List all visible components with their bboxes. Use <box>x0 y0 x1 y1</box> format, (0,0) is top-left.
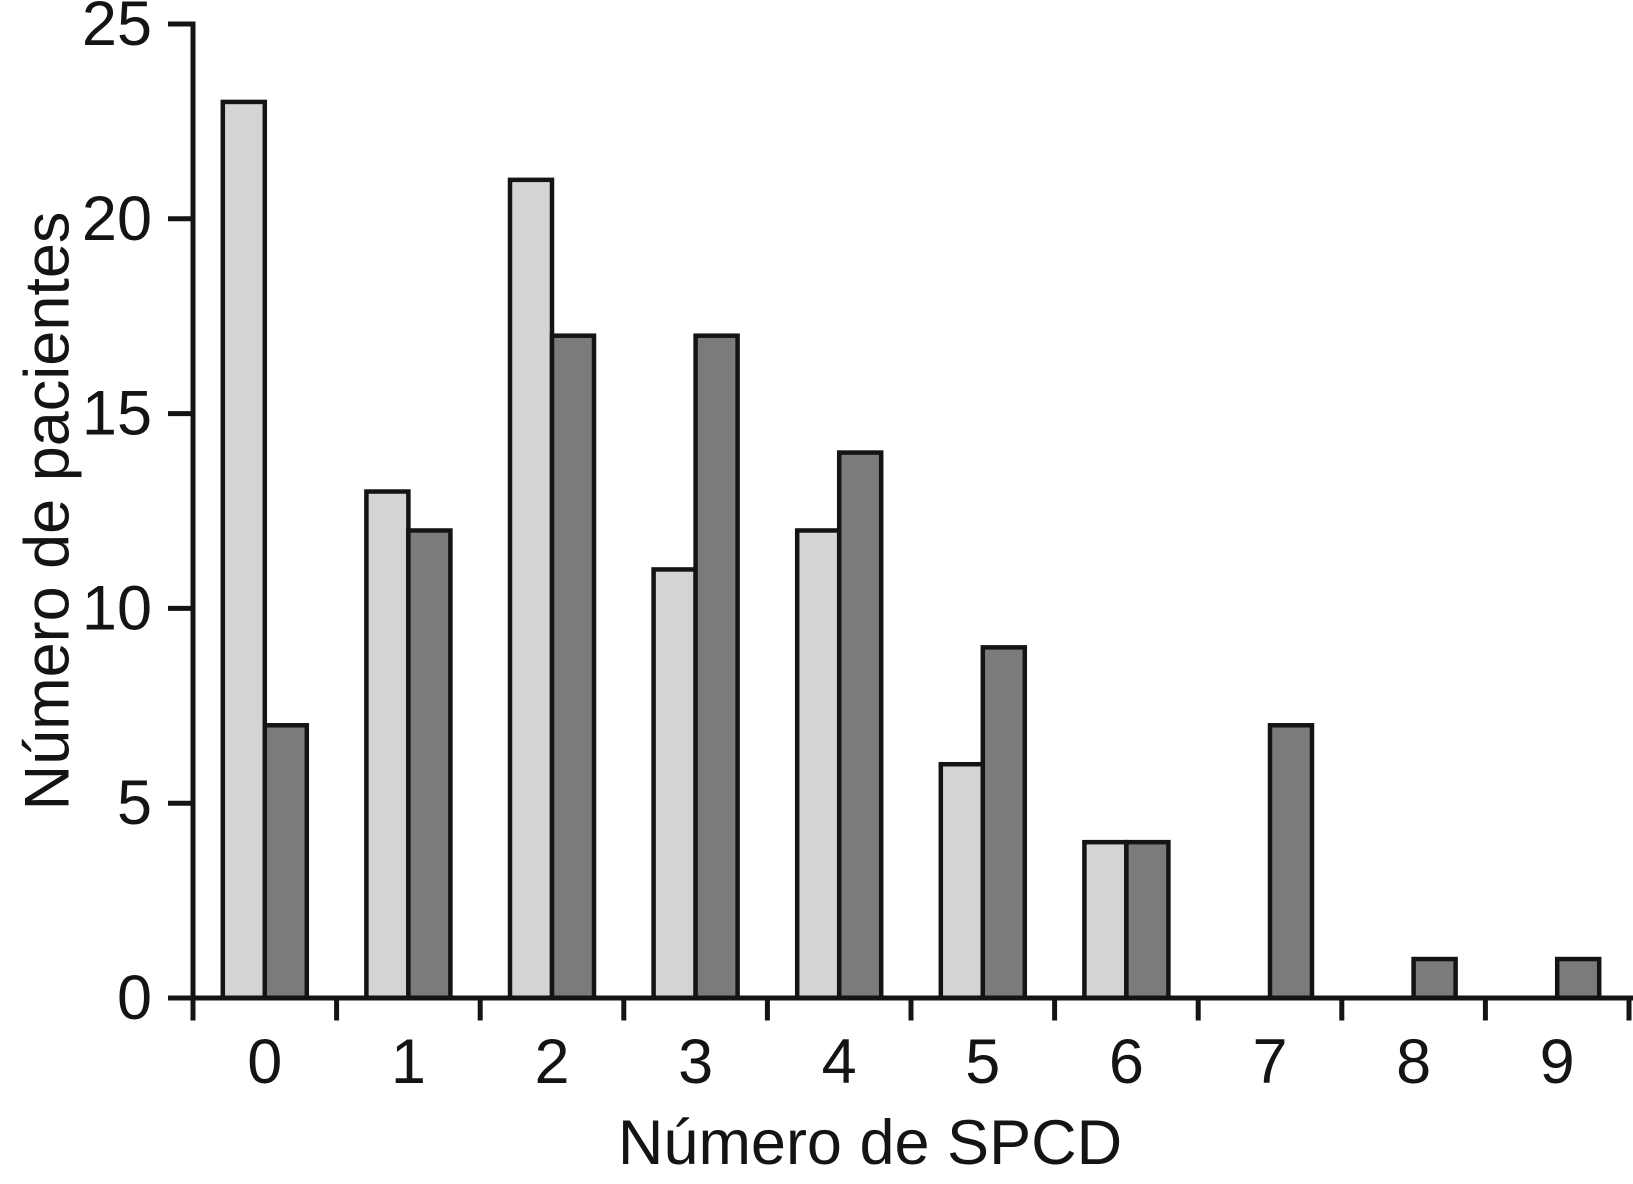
bar-light-gray-series-cat-0 <box>220 99 268 1001</box>
y-tick-label-20: 20 <box>82 184 152 254</box>
bar-dark-gray-series-cat-3 <box>693 333 740 1001</box>
bar-dark-gray-series-cat-7 <box>1267 723 1315 1001</box>
bar-light-gray-series-cat-1 <box>364 489 411 1001</box>
bar-light-gray-series-cat-3 <box>651 567 698 1001</box>
bar-light-gray-series-cat-2 <box>507 177 555 1001</box>
x-axis-title: Número de SPCD <box>618 1108 1122 1178</box>
x-tick-label-9: 9 <box>1540 1027 1575 1097</box>
bar-dark-gray-series-cat-1 <box>406 528 453 1001</box>
y-tick-label-25: 25 <box>82 0 152 59</box>
y-tick-label-10: 10 <box>82 573 152 643</box>
bar-light-gray-series-cat-5 <box>938 761 986 1001</box>
x-tick-label-6: 6 <box>1109 1027 1144 1097</box>
bar-dark-gray-series-cat-8 <box>1411 956 1458 1001</box>
axes-layer <box>168 21 1633 1021</box>
bars-layer <box>220 99 1602 1001</box>
x-tick-label-2: 2 <box>534 1027 569 1097</box>
x-tick-label-0: 0 <box>247 1027 282 1097</box>
x-tick-label-3: 3 <box>678 1027 713 1097</box>
tick-labels-layer: 0 5 10 15 20 25 0 1 2 3 4 5 6 7 8 9 <box>82 0 1575 1097</box>
y-tick-label-15: 15 <box>82 379 152 449</box>
bar-dark-gray-series-cat-0 <box>262 723 310 1001</box>
x-tick-label-7: 7 <box>1252 1027 1287 1097</box>
y-tick-label-0: 0 <box>117 963 152 1033</box>
bar-dark-gray-series-cat-2 <box>549 333 597 1001</box>
y-tick-label-5: 5 <box>117 768 152 838</box>
bar-light-gray-series-cat-6 <box>1082 839 1129 1001</box>
x-tick-label-5: 5 <box>965 1027 1000 1097</box>
bar-dark-gray-series-cat-6 <box>1124 839 1171 1001</box>
bar-dark-gray-series-cat-9 <box>1554 956 1602 1001</box>
bar-dark-gray-series-cat-5 <box>980 645 1028 1001</box>
y-axis-title: Número de pacientes <box>13 212 83 811</box>
x-tick-label-4: 4 <box>822 1027 857 1097</box>
x-tick-label-8: 8 <box>1396 1027 1431 1097</box>
x-tick-label-1: 1 <box>391 1027 426 1097</box>
bar-dark-gray-series-cat-4 <box>836 450 884 1001</box>
bar-light-gray-series-cat-4 <box>794 528 842 1001</box>
